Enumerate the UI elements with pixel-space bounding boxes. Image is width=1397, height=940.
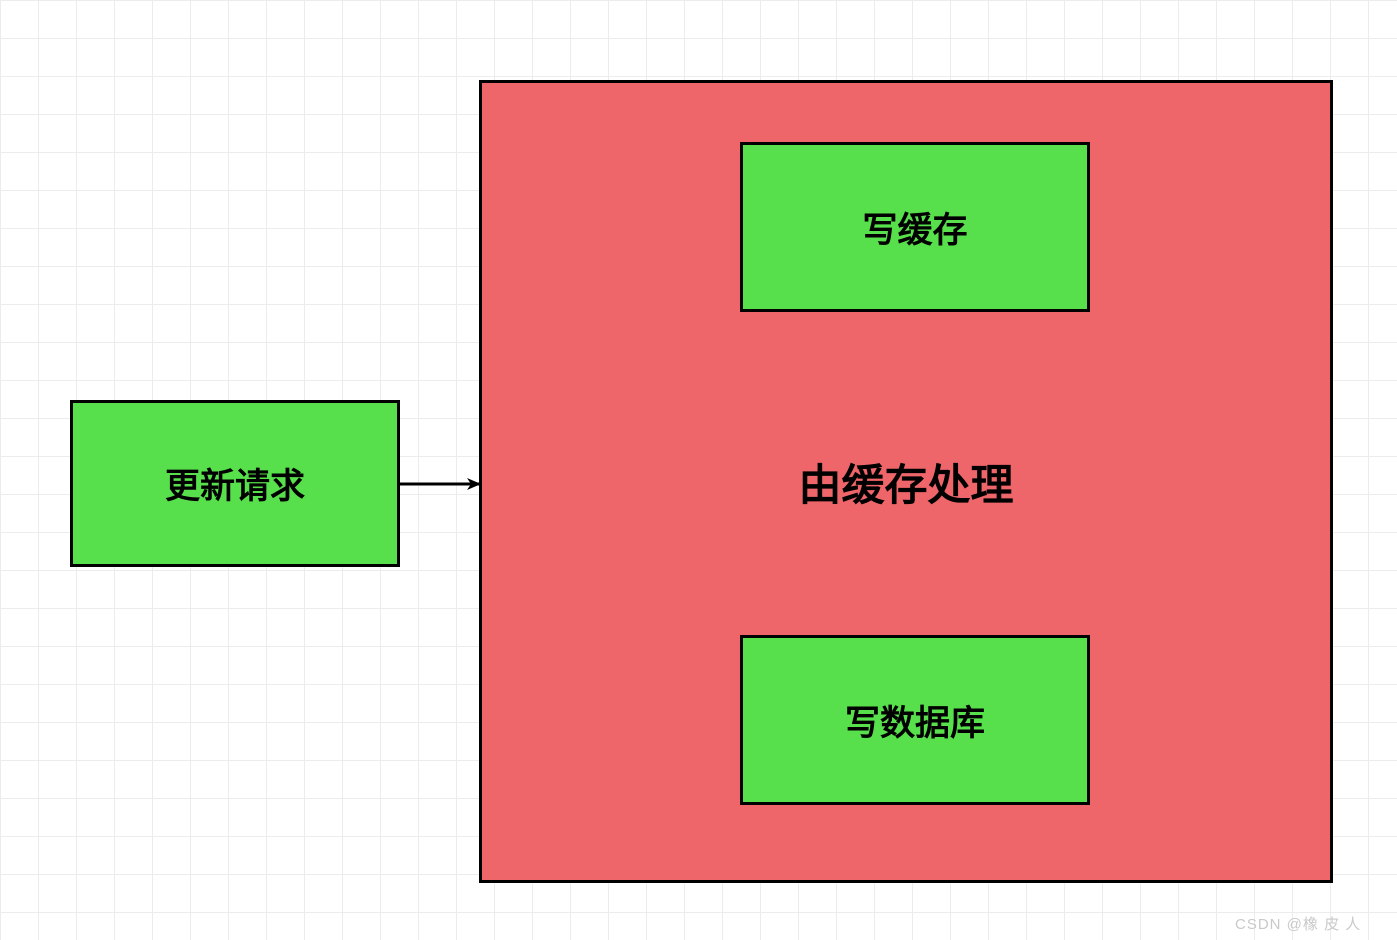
node-write-db: 写数据库	[740, 635, 1090, 805]
node-write-cache: 写缓存	[740, 142, 1090, 312]
diagram-canvas: 更新请求由缓存处理写缓存写数据库 CSDN @橡 皮 人	[0, 0, 1397, 940]
watermark-text: CSDN @橡 皮 人	[1235, 913, 1361, 934]
node-update-request: 更新请求	[70, 400, 400, 567]
